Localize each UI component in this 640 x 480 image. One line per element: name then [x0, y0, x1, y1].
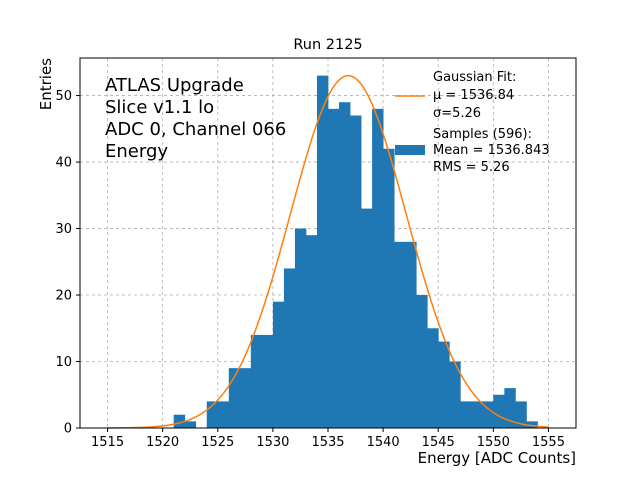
histogram-bar — [438, 341, 450, 428]
histogram-bar — [217, 401, 230, 428]
histogram-bar — [228, 368, 241, 428]
histogram-bar — [184, 421, 197, 428]
histogram-bar — [482, 401, 494, 428]
legend-fit-mu: μ = 1536.84 — [433, 88, 514, 103]
y-tick-label: 0 — [64, 422, 72, 437]
histogram-bar — [460, 401, 472, 428]
legend-samples-rms: RMS = 5.26 — [433, 160, 510, 175]
histogram-bar — [173, 414, 186, 428]
histogram-bar — [261, 334, 274, 428]
histogram-bar — [316, 75, 329, 428]
histogram-bar — [449, 361, 461, 428]
y-axis-ticks: 0 10 20 30 40 50 — [55, 89, 80, 437]
histogram-bar — [504, 388, 516, 428]
x-tick-label: 1535 — [311, 435, 344, 450]
annotation-line-2: Slice v1.1 lo — [105, 97, 214, 118]
histogram-bar — [416, 295, 428, 428]
x-tick-label: 1545 — [422, 435, 455, 450]
x-tick-label: 1515 — [91, 435, 124, 450]
y-tick-label: 50 — [55, 89, 72, 104]
legend-fit-sigma: σ=5.26 — [433, 106, 481, 121]
x-tick-label: 1520 — [146, 435, 179, 450]
histogram-bar — [305, 235, 318, 428]
x-tick-label: 1525 — [201, 435, 234, 450]
histogram-bar — [427, 328, 439, 428]
legend-fit-title: Gaussian Fit: — [433, 70, 516, 85]
histogram-bar — [339, 102, 351, 428]
histogram-bar — [350, 115, 362, 428]
histogram-bar — [383, 148, 395, 429]
histogram-bar — [471, 401, 483, 428]
annotation-line-4: Energy — [105, 141, 168, 162]
chart-title: Run 2125 — [293, 37, 362, 53]
x-tick-label: 1550 — [477, 435, 510, 450]
histogram-bars — [173, 75, 538, 429]
histogram-bar — [515, 401, 527, 428]
histogram-bar — [328, 108, 340, 428]
histogram-bar — [405, 241, 417, 428]
annotation-line-1: ATLAS Upgrade — [105, 75, 244, 96]
x-tick-label: 1555 — [532, 435, 565, 450]
x-axis-label: Energy [ADC Counts] — [418, 449, 576, 467]
histogram-bar — [394, 241, 406, 428]
legend-samples-title: Samples (596): — [433, 127, 532, 142]
y-axis-label: Entries — [37, 58, 55, 110]
legend-samples-swatch — [395, 145, 425, 155]
atlas-annotation: ATLAS Upgrade Slice v1.1 lo ADC 0, Chann… — [105, 75, 286, 162]
annotation-line-3: ADC 0, Channel 066 — [105, 119, 286, 140]
legend: Gaussian Fit: μ = 1536.84 σ=5.26 Samples… — [395, 70, 550, 175]
x-tick-label: 1530 — [256, 435, 289, 450]
histogram-bar — [206, 401, 219, 428]
histogram-bar — [239, 368, 252, 428]
y-tick-label: 30 — [55, 222, 72, 237]
histogram-bar — [250, 334, 263, 428]
x-tick-label: 1540 — [367, 435, 400, 450]
histogram-bar — [372, 108, 384, 428]
x-axis-ticks: 1515 1520 1525 1530 1535 1540 1545 1550 1555 — [91, 428, 565, 450]
histogram-bar — [294, 228, 307, 428]
histogram-bar — [526, 421, 538, 428]
histogram-bar — [361, 208, 373, 428]
histogram-bar — [493, 394, 505, 428]
histogram-bar — [283, 268, 296, 428]
y-tick-label: 40 — [55, 156, 72, 171]
histogram-bar — [272, 301, 285, 428]
y-tick-label: 20 — [55, 289, 72, 304]
y-tick-label: 10 — [55, 355, 72, 370]
gaussian-fit-curve — [107, 74, 549, 429]
legend-samples-mean: Mean = 1536.843 — [433, 143, 550, 158]
